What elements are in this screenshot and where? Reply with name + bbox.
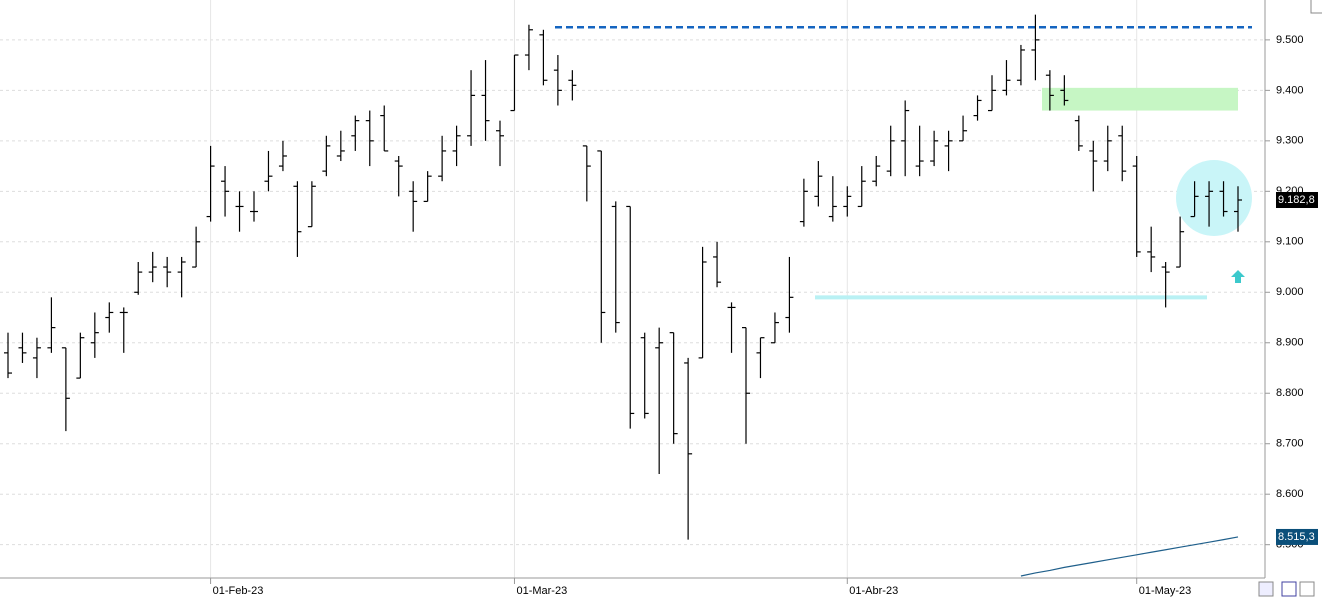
y-tick-label: 9.000 — [1276, 286, 1304, 298]
pin-button[interactable] — [1299, 581, 1315, 597]
save-button[interactable] — [1281, 581, 1297, 597]
y-tick-label: 8.600 — [1276, 488, 1304, 500]
y-tick-label: 8.800 — [1276, 387, 1304, 399]
y-tick-label: 8.700 — [1276, 438, 1304, 450]
price-label: 9.182,8 — [1278, 194, 1315, 206]
corner-box — [1310, 0, 1322, 14]
price-label-box — [1276, 192, 1318, 209]
y-tick-label: 9.300 — [1276, 135, 1304, 147]
tool-button[interactable] — [1258, 581, 1274, 597]
x-tick-label: 01-Feb-23 — [213, 585, 264, 597]
y-tick-label: 9.400 — [1276, 84, 1304, 96]
price-label-box — [1276, 528, 1318, 545]
up-arrow — [1231, 270, 1245, 283]
x-tick-label: 01-May-23 — [1139, 585, 1192, 597]
y-tick-label: 8.900 — [1276, 337, 1304, 349]
y-tick-label: 9.100 — [1276, 236, 1304, 248]
moving-average-line — [1020, 536, 1239, 577]
highlight-circle — [1176, 160, 1252, 236]
foreground-layer: 8.5008.6008.7008.8008.9009.0009.1009.200… — [4, 14, 1318, 597]
y-tick-label: 9.500 — [1276, 34, 1304, 46]
price-label: 8.515,3 — [1278, 531, 1315, 543]
zone — [1042, 87, 1238, 111]
x-tick-label: 01-Abr-23 — [849, 585, 898, 597]
x-tick-label: 01-Mar-23 — [516, 585, 567, 597]
background-layer — [0, 0, 1270, 578]
x-axis-band — [0, 579, 1322, 603]
